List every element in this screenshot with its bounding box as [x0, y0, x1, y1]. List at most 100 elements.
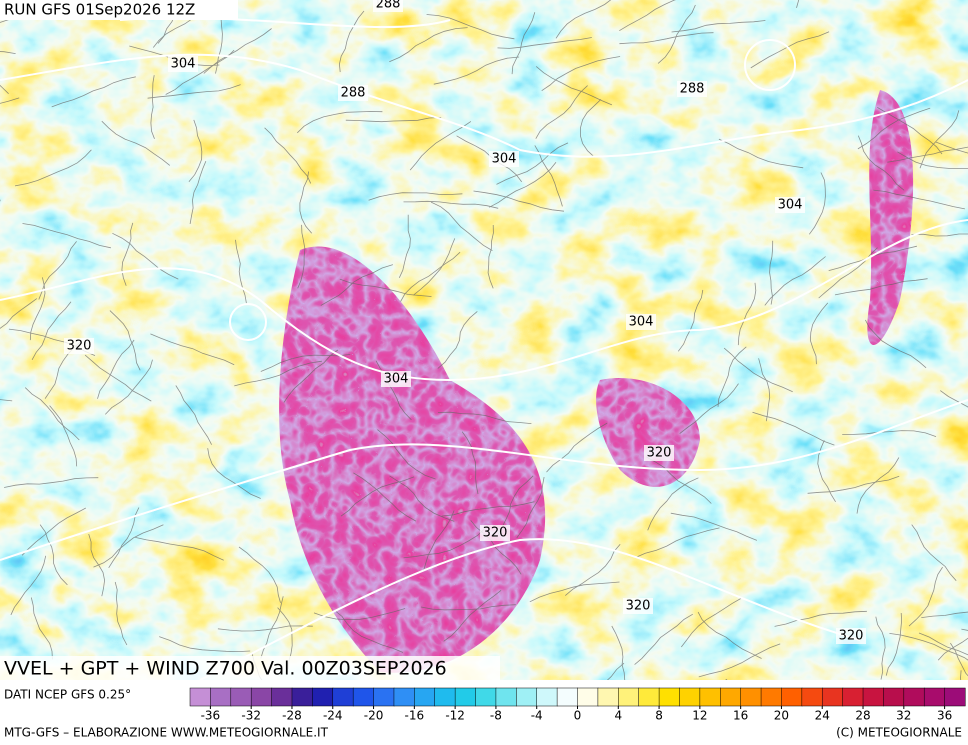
source-label: DATI NCEP GFS 0.25°: [4, 688, 131, 702]
streamline: [403, 528, 485, 559]
color-swatch: [495, 687, 517, 707]
color-swatch: [454, 687, 477, 707]
streamline: [758, 358, 771, 422]
streamline: [24, 387, 80, 441]
run-label: RUN GFS 01Sep2026 12Z: [4, 1, 195, 19]
contour-label: 288: [341, 86, 366, 101]
streamline: [857, 135, 905, 191]
color-swatch: [699, 687, 721, 707]
color-swatch: [638, 687, 660, 707]
streamline: [207, 448, 261, 499]
streamline: [541, 56, 621, 92]
streamline: [283, 349, 339, 403]
streamline: [165, 49, 235, 95]
streamline: [718, 138, 804, 169]
streamline: [235, 239, 247, 304]
streamline: [546, 422, 608, 473]
color-swatch: [210, 687, 232, 707]
color-swatch: [189, 687, 211, 707]
streamline: [834, 278, 928, 296]
contour-label-box: [623, 598, 653, 614]
color-swatch: [250, 687, 273, 707]
colorbar-tick-label: -8: [490, 709, 502, 723]
streamline: [887, 146, 968, 163]
streamline: [885, 612, 903, 676]
contour-label: 288: [680, 82, 705, 97]
contour-label: 320: [626, 599, 651, 614]
contour-label-box: [168, 56, 198, 72]
streamline: [334, 609, 404, 653]
footer-left: MTG-GFS – ELABORAZIONE WWW.METEOGIORNALE…: [4, 726, 329, 740]
streamline: [619, 0, 677, 32]
streamline: [919, 110, 960, 169]
contour-label-box: [626, 314, 656, 330]
streamline: [413, 238, 456, 296]
streamline: [680, 597, 742, 648]
streamline: [911, 524, 957, 581]
colorbar-tick-label: -32: [241, 709, 261, 723]
streamline: [908, 566, 943, 627]
color-swatch: [516, 687, 538, 707]
streamline: [808, 172, 826, 235]
color-swatch: [291, 687, 313, 707]
contour-label-box: [381, 371, 411, 387]
color-swatch: [373, 687, 395, 707]
streamline: [657, 4, 696, 64]
color-swatch: [618, 687, 640, 707]
streamline: [897, 151, 968, 169]
color-swatch: [821, 687, 844, 707]
streamline: [646, 456, 712, 504]
streamline: [677, 289, 704, 352]
colorbar-tick-label: 12: [692, 709, 707, 723]
streamline: [150, 333, 235, 366]
colorbar-tick-label: 4: [614, 709, 622, 723]
color-swatch: [923, 687, 946, 707]
streamline: [433, 56, 520, 85]
colorbar-tick-label: -16: [405, 709, 425, 723]
streamline: [437, 311, 478, 369]
streamline: [215, 9, 223, 74]
color-swatch: [597, 687, 619, 707]
color-swatch: [434, 687, 456, 707]
streamline: [807, 475, 900, 494]
streamline: [723, 347, 793, 393]
streamline: [339, 278, 432, 297]
title-box: [0, 656, 500, 680]
colorbar-tick-label: 16: [733, 709, 748, 723]
streamline: [135, 537, 224, 561]
streamline: [535, 85, 588, 139]
colorbar-tick-label: 36: [937, 709, 952, 723]
streamline: [516, 477, 545, 539]
streamline: [21, 507, 86, 556]
streamline: [437, 411, 532, 424]
color-swatch: [352, 687, 375, 707]
streamline: [497, 475, 534, 535]
streamline: [217, 625, 313, 632]
streamline: [918, 632, 968, 656]
contour-label-box: [644, 445, 674, 461]
streamline: [389, 27, 468, 63]
color-swatch: [781, 687, 803, 707]
streamline: [147, 84, 241, 99]
streamline: [489, 162, 557, 208]
color-swatch: [760, 687, 782, 707]
streamline: [889, 633, 968, 661]
streamline: [39, 524, 68, 586]
contour-label: 320: [647, 446, 672, 461]
streamline: [420, 604, 516, 611]
streamline: [398, 214, 411, 278]
streamline: [400, 251, 461, 302]
streamline: [764, 256, 826, 306]
streamline: [606, 662, 625, 680]
streamline: [88, 533, 106, 597]
streamline: [159, 636, 251, 653]
color-swatch: [842, 687, 864, 707]
streamline: [403, 200, 499, 209]
contour-label-box: [677, 81, 707, 97]
streamline: [84, 354, 152, 402]
streamline: [565, 544, 621, 596]
colorbar-tick-label: -12: [445, 709, 465, 723]
streamline: [49, 405, 78, 467]
streamline: [426, 14, 515, 40]
color-swatch: [536, 687, 558, 707]
